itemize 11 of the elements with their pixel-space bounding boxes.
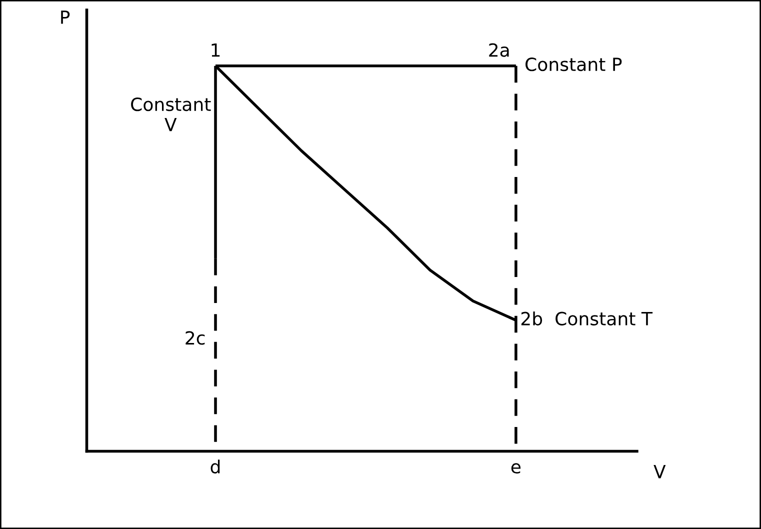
x-tick-label: d (210, 460, 220, 474)
y-axis-title: P (61, 10, 70, 24)
annotation: 1 (212, 43, 220, 57)
annotation: 2c (186, 331, 205, 345)
series-label: Constant V (131, 97, 211, 132)
x-axis-title: V (654, 465, 666, 478)
series-label: Constant P (526, 58, 622, 72)
annotation: 2a (489, 43, 509, 57)
text: Constant T (556, 312, 653, 326)
x-tick-label: e (511, 463, 521, 474)
annotation: 2b (521, 311, 542, 326)
